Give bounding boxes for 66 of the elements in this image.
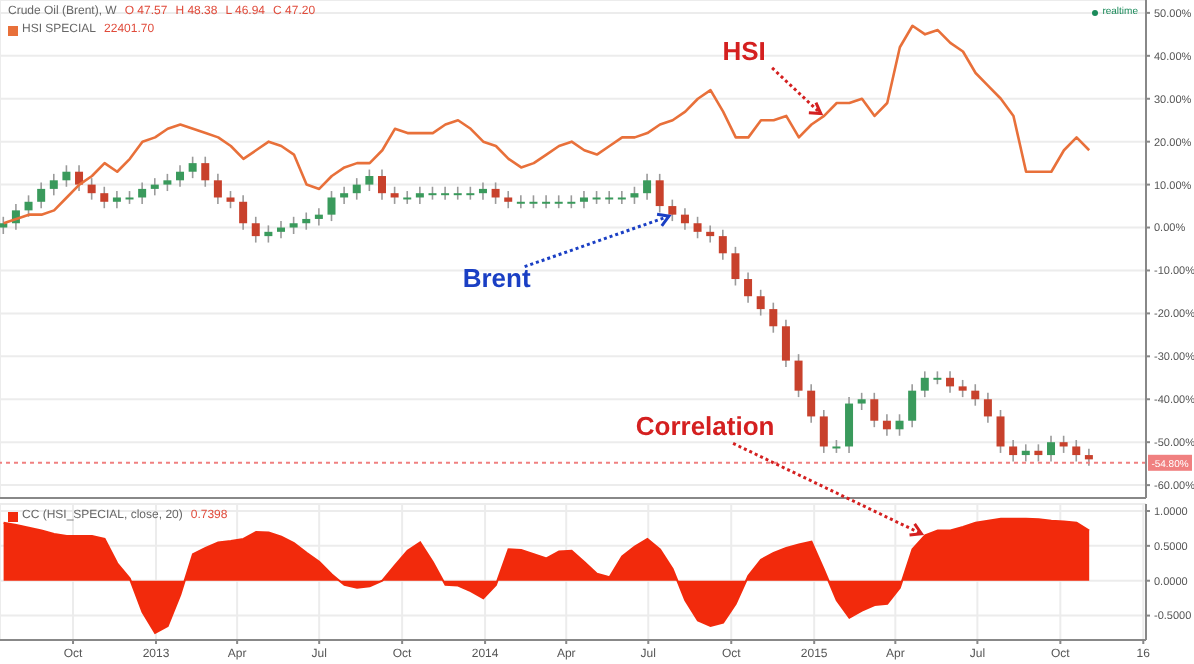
candlestick — [807, 383, 816, 424]
candlestick — [643, 173, 652, 201]
candlestick — [996, 409, 1005, 454]
candlestick — [655, 173, 664, 214]
candlestick — [314, 207, 323, 227]
candlestick — [37, 181, 46, 210]
candlestick — [327, 190, 336, 222]
candlestick — [971, 383, 980, 407]
candlestick — [617, 190, 626, 205]
candlestick — [453, 185, 462, 201]
candlestick — [138, 181, 147, 205]
candlestick — [62, 164, 71, 188]
annotation: Correlation — [635, 411, 775, 442]
candlestick — [403, 190, 412, 205]
candlestick — [1009, 439, 1018, 463]
candlestick — [277, 220, 285, 240]
candlestick — [188, 155, 197, 179]
candlestick — [1021, 443, 1030, 463]
candlestick — [769, 301, 778, 334]
candlestick — [176, 164, 185, 188]
candlestick — [542, 194, 551, 210]
candlestick — [365, 168, 374, 192]
annotation: Brent — [462, 262, 532, 293]
candlestick — [870, 392, 879, 428]
candlestick — [352, 177, 361, 201]
candlestick — [706, 224, 715, 244]
candlestick — [49, 173, 58, 197]
candlestick — [87, 177, 96, 201]
candlestick — [781, 319, 790, 368]
candlestick — [213, 173, 222, 205]
candlestick — [668, 198, 677, 222]
candlestick — [845, 396, 854, 454]
candlestick — [377, 168, 386, 201]
candlestick — [920, 370, 929, 398]
line-series — [2, 24, 1091, 225]
candlestick — [415, 185, 424, 205]
candlestick — [895, 413, 904, 437]
candlestick — [491, 181, 500, 205]
candlestick — [718, 228, 727, 261]
candlestick — [1047, 434, 1056, 463]
candlestick — [693, 216, 702, 240]
candlestick — [744, 271, 753, 304]
candlestick — [794, 353, 803, 398]
candlestick — [441, 185, 450, 201]
candlestick — [150, 177, 159, 197]
candlestick — [554, 194, 563, 210]
candlestick — [605, 190, 614, 205]
candlestick — [819, 409, 828, 454]
candlestick — [1072, 439, 1081, 463]
candlestick — [239, 194, 248, 231]
candlestick — [516, 194, 525, 210]
candlestick — [201, 155, 210, 188]
annotation: HSI — [722, 35, 766, 66]
candlestick — [251, 216, 260, 244]
candlestick — [340, 185, 349, 205]
candlestick — [24, 194, 33, 218]
candlestick — [680, 207, 689, 231]
candlestick — [756, 288, 765, 317]
candlestick — [100, 185, 109, 210]
candlestick — [302, 211, 311, 231]
candlestick — [478, 181, 487, 201]
candlestick — [882, 413, 891, 437]
candlestick — [908, 383, 917, 428]
candlestick — [983, 392, 992, 424]
candlestick — [946, 370, 955, 394]
candlestick — [731, 246, 740, 287]
